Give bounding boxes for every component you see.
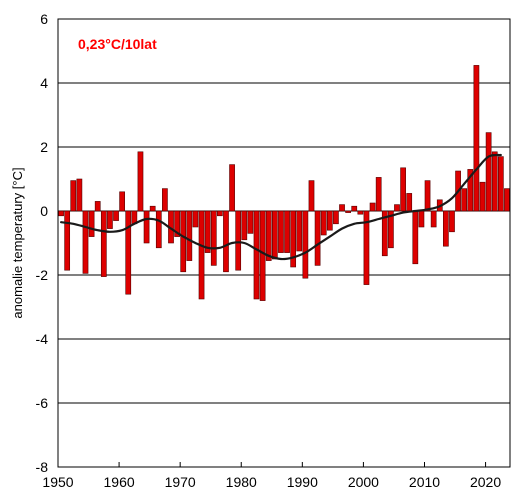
bar <box>253 210 260 300</box>
bar <box>467 169 474 212</box>
bar <box>125 210 132 295</box>
bar <box>223 210 229 273</box>
bar <box>235 210 242 271</box>
bar <box>326 210 333 231</box>
bar <box>70 180 77 212</box>
y-tick-label: -8 <box>36 459 49 475</box>
bar <box>204 210 211 253</box>
y-tick-label: 4 <box>40 75 48 91</box>
bar <box>162 188 168 212</box>
bar <box>381 210 388 257</box>
bar <box>259 210 266 301</box>
trend-rate-annotation: 0,23°C/10lat <box>78 36 157 52</box>
bar <box>229 164 235 212</box>
bar <box>369 202 376 212</box>
x-tick-label: 1980 <box>226 474 257 490</box>
bar <box>210 210 217 266</box>
bar <box>76 178 83 212</box>
bar <box>473 65 480 212</box>
trend-group <box>60 153 502 261</box>
bar <box>100 210 107 277</box>
bar <box>88 210 95 237</box>
bar <box>155 210 162 249</box>
bar <box>504 188 510 212</box>
bar <box>192 210 199 228</box>
bar <box>271 210 278 260</box>
bar <box>119 191 125 212</box>
bar <box>82 210 89 274</box>
bar <box>345 210 351 213</box>
bar <box>186 210 193 261</box>
bar <box>449 210 455 233</box>
x-tick-label: 1960 <box>104 474 135 490</box>
bar <box>400 167 406 212</box>
y-tick-label: 2 <box>40 139 48 155</box>
y-axis-label: anomalie temperatury [°C] <box>10 167 25 318</box>
bar <box>143 210 150 244</box>
bar <box>290 210 297 268</box>
bar <box>485 132 492 212</box>
bar <box>375 177 382 212</box>
y-tick-label: -6 <box>36 395 49 411</box>
bar <box>479 181 486 212</box>
y-tick-label: 6 <box>40 11 48 27</box>
plot-frame <box>57 18 511 468</box>
x-tick-label: 2010 <box>409 474 440 490</box>
bar <box>497 156 504 212</box>
bar <box>461 188 468 212</box>
bar <box>113 210 119 221</box>
x-tick-labels: 1950 1960 1970 1980 1990 2000 2010 2020 <box>42 462 501 490</box>
bar <box>64 210 71 271</box>
bar <box>388 210 394 249</box>
bar <box>296 210 303 252</box>
bar <box>107 210 113 229</box>
bar <box>217 210 223 217</box>
bar <box>424 180 431 212</box>
bar <box>491 151 498 212</box>
bar <box>320 210 327 236</box>
bar <box>406 193 413 212</box>
y-tick-label: -2 <box>36 267 49 283</box>
bar <box>94 201 101 212</box>
y-tick-labels: -8 -6 -4 -2 0 2 4 6 <box>36 11 49 475</box>
bar <box>339 204 345 212</box>
bar <box>180 210 187 273</box>
bar <box>412 210 419 265</box>
bar <box>308 180 315 212</box>
bar <box>314 210 321 266</box>
bar <box>333 210 339 225</box>
x-tick-label: 1950 <box>42 474 73 490</box>
bar <box>351 205 358 212</box>
trend-line <box>60 153 502 261</box>
bar <box>302 210 309 279</box>
bar <box>149 205 156 212</box>
x-tick-label: 1990 <box>287 474 318 490</box>
bar <box>247 210 254 234</box>
bar <box>357 210 364 215</box>
y-tick-label: -4 <box>36 331 49 347</box>
bar <box>418 210 425 228</box>
bar <box>394 204 400 212</box>
bar <box>174 210 180 237</box>
bar <box>58 210 64 217</box>
bar <box>241 210 248 241</box>
x-tick-label: 1970 <box>165 474 196 490</box>
bar <box>363 210 370 285</box>
bar <box>278 210 284 253</box>
x-tick-label: 2000 <box>348 474 379 490</box>
bar <box>443 210 449 247</box>
y-tick-label: 0 <box>40 203 48 219</box>
bar <box>284 210 290 253</box>
bar <box>430 210 437 228</box>
bar <box>137 151 144 212</box>
bar <box>198 210 205 300</box>
plot-area <box>58 19 510 467</box>
x-tick-label: 2020 <box>470 474 501 490</box>
bar <box>265 210 272 261</box>
